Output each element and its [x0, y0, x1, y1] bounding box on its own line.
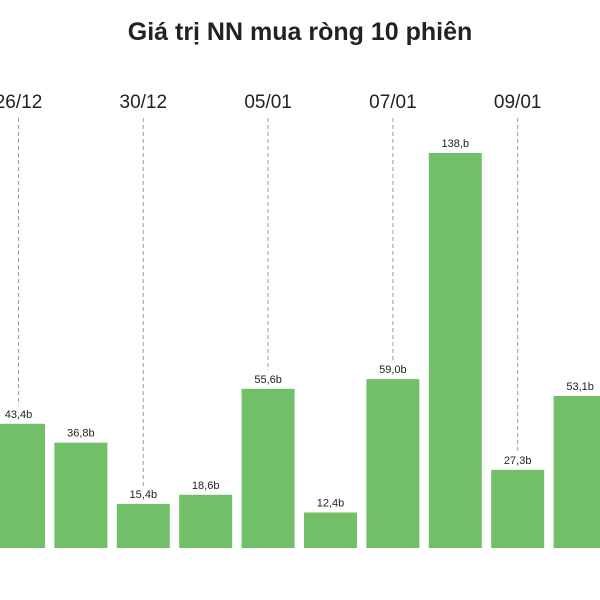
- bar: [428, 153, 482, 548]
- bar: [0, 423, 45, 548]
- bar-value-label: 27,3b: [504, 455, 532, 467]
- chart-title: Giá trị NN mua ròng 10 phiên: [127, 18, 473, 46]
- bar-value-label: 55,6b: [254, 374, 282, 386]
- bar-value-label: 36,8b: [67, 428, 95, 440]
- bar-value-label: 53,1b: [566, 381, 594, 393]
- bar: [179, 494, 233, 548]
- bar: [116, 503, 170, 548]
- bar-value-label: 59,0b: [379, 364, 407, 376]
- date-label: 07/01: [369, 92, 417, 113]
- bar-value-label: 138,b: [442, 138, 470, 150]
- bar: [241, 388, 295, 548]
- bar: [366, 379, 420, 548]
- bar-value-label: 18,6b: [192, 480, 220, 492]
- date-label: 09/01: [494, 92, 542, 113]
- date-label: 05/01: [244, 92, 292, 113]
- bar-value-label: 15,4b: [130, 489, 158, 501]
- date-label: 26/12: [0, 92, 42, 113]
- bar-value-label: 43,4b: [5, 409, 33, 421]
- bar: [491, 469, 545, 548]
- date-label: 30/12: [120, 92, 168, 113]
- bar: [553, 396, 600, 548]
- bar: [54, 442, 108, 548]
- bar: [304, 512, 357, 548]
- bar-value-label: 12,4b: [317, 498, 345, 510]
